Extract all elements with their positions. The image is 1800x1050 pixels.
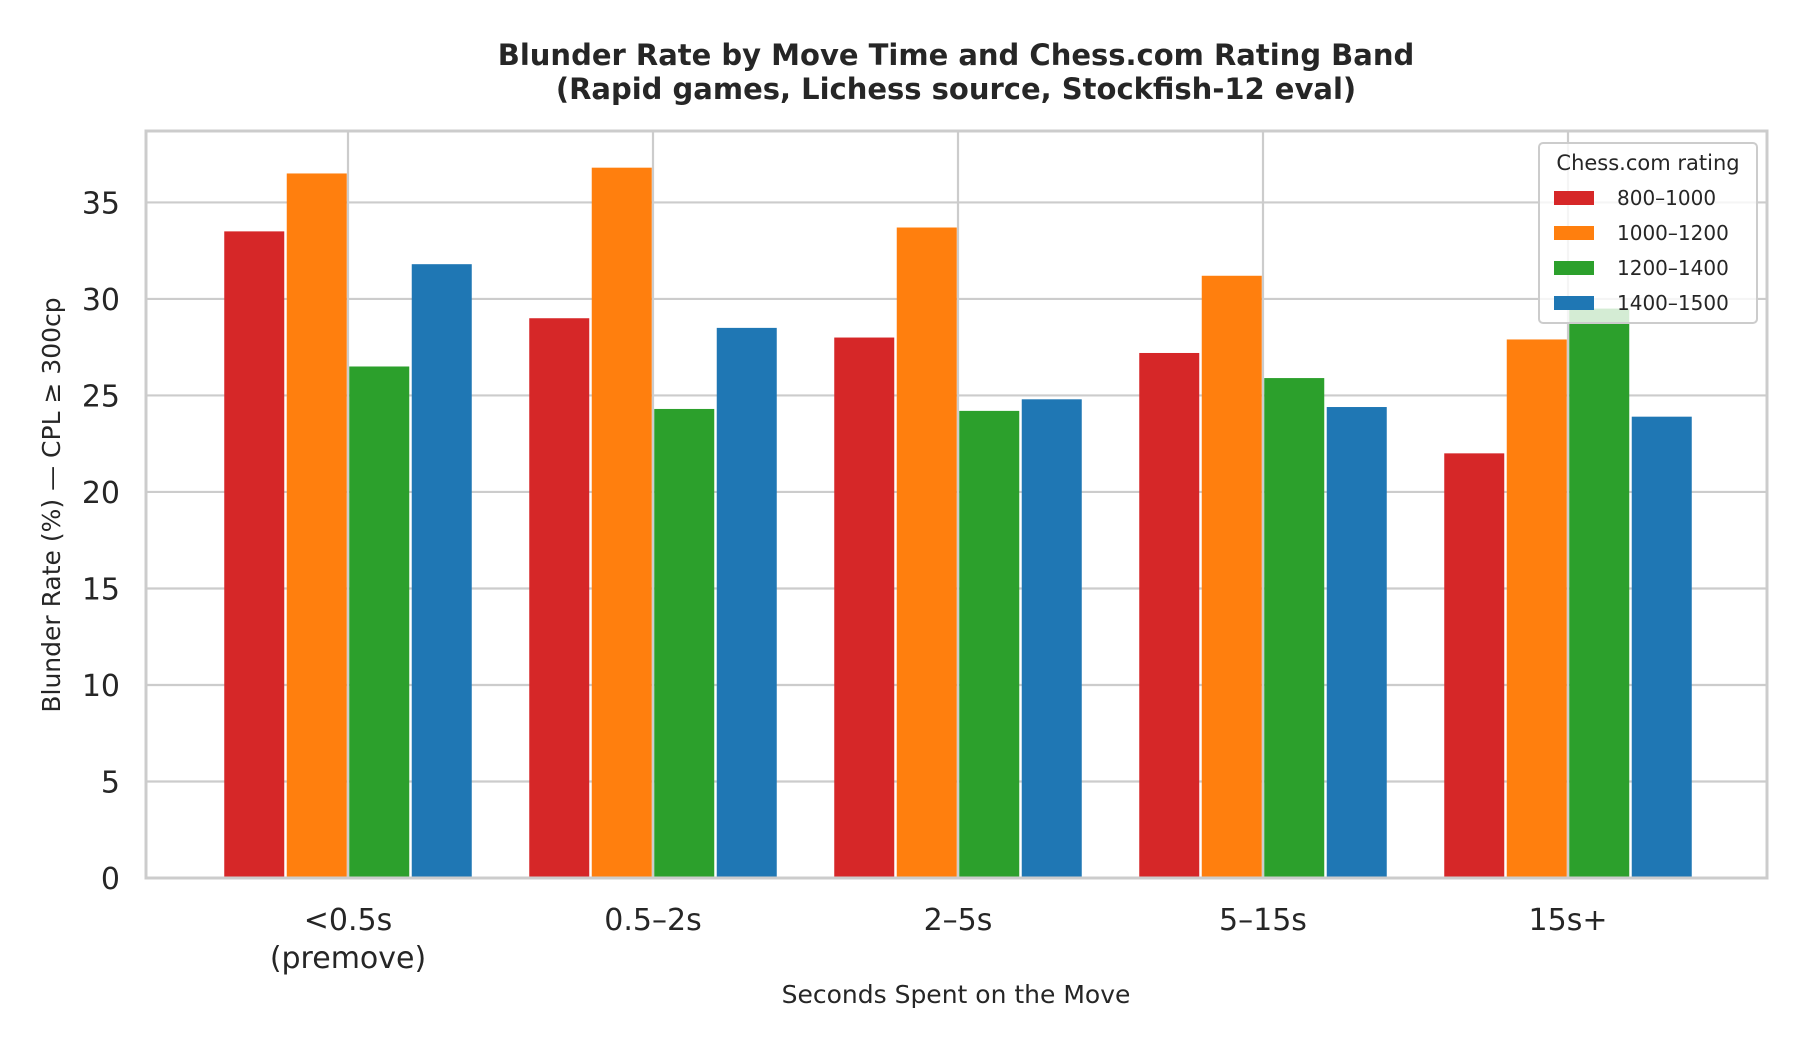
bar-1400–1500-2 <box>1021 399 1082 878</box>
y-tick-label-0: 0 <box>101 862 120 897</box>
legend-items: 800–1000 1000–1200 1200–1400 1400–1500 <box>1554 186 1729 315</box>
bars <box>224 167 1692 879</box>
bar-1000–1200-0 <box>286 173 347 879</box>
legend-box <box>1538 142 1758 324</box>
y-tick-label-7: 35 <box>82 186 120 221</box>
bar-1400–1500-4 <box>1631 416 1692 878</box>
y-tick-label-1: 5 <box>101 765 120 800</box>
bar-800–1000-0 <box>224 231 285 879</box>
bar-1200–1400-2 <box>959 410 1020 878</box>
bar-1400–1500-3 <box>1326 407 1387 878</box>
bar-1200–1400-4 <box>1569 308 1630 878</box>
legend-title: Chess.com rating <box>1556 151 1739 175</box>
legend-swatch-800–1000 <box>1554 191 1594 205</box>
x-tick-label-3: 5–15s <box>1219 903 1307 938</box>
x-tick-label-4: 15s+ <box>1529 903 1608 938</box>
legend-label-1400–1500: 1400–1500 <box>1617 291 1729 315</box>
x-tick-labels: <0.5s(premove) 0.5–2s 2–5s 5–15s 15s+ <box>270 903 1608 976</box>
x-tick-label-2: 2–5s <box>924 903 993 938</box>
legend-swatch-1000–1200 <box>1554 226 1594 240</box>
x-tick-label-0: <0.5s <box>304 903 392 938</box>
bar-800–1000-1 <box>529 318 590 878</box>
bar-1200–1400-0 <box>349 366 410 878</box>
x-tick-label-1: 0.5–2s <box>604 903 701 938</box>
bar-1400–1500-0 <box>411 264 472 878</box>
chart-title: Blunder Rate by Move Time and Chess.com … <box>498 38 1415 72</box>
y-tick-label-4: 20 <box>82 476 120 511</box>
legend-label-800–1000: 800–1000 <box>1617 186 1716 210</box>
y-tick-labels: 0 5 10 15 20 25 30 35 <box>82 186 120 897</box>
bar-800–1000-2 <box>834 337 895 878</box>
bar-1000–1200-1 <box>591 167 652 878</box>
y-tick-label-3: 15 <box>82 572 120 607</box>
legend-label-1000–1200: 1000–1200 <box>1617 221 1729 245</box>
x-tick-label-0-line1: (premove) <box>270 941 426 976</box>
bar-1000–1200-3 <box>1201 275 1262 878</box>
x-axis-label: Seconds Spent on the Move <box>782 980 1131 1009</box>
y-tick-label-2: 10 <box>82 669 120 704</box>
bar-1200–1400-1 <box>654 408 715 878</box>
legend-label-1200–1400: 1200–1400 <box>1617 256 1729 280</box>
chart-subtitle: (Rapid games, Lichess source, Stockfish-… <box>556 72 1356 106</box>
legend-swatch-1200–1400 <box>1554 261 1594 275</box>
bar-1200–1400-3 <box>1264 378 1325 878</box>
bar-1000–1200-4 <box>1506 339 1567 879</box>
bar-800–1000-4 <box>1444 453 1505 878</box>
legend: Chess.com rating 800–1000 1000–1200 1200–1… <box>1538 142 1758 324</box>
bar-1400–1500-1 <box>716 327 777 878</box>
plot-frame <box>144 129 1769 880</box>
y-tick-label-5: 25 <box>82 379 120 414</box>
legend-swatch-1400–1500 <box>1554 296 1594 310</box>
bar-1000–1200-2 <box>896 227 957 879</box>
y-axis-label: Blunder Rate (%) — CPL ≥ 300cp <box>37 297 66 712</box>
bar-800–1000-3 <box>1139 352 1200 878</box>
y-tick-label-6: 30 <box>82 283 120 318</box>
